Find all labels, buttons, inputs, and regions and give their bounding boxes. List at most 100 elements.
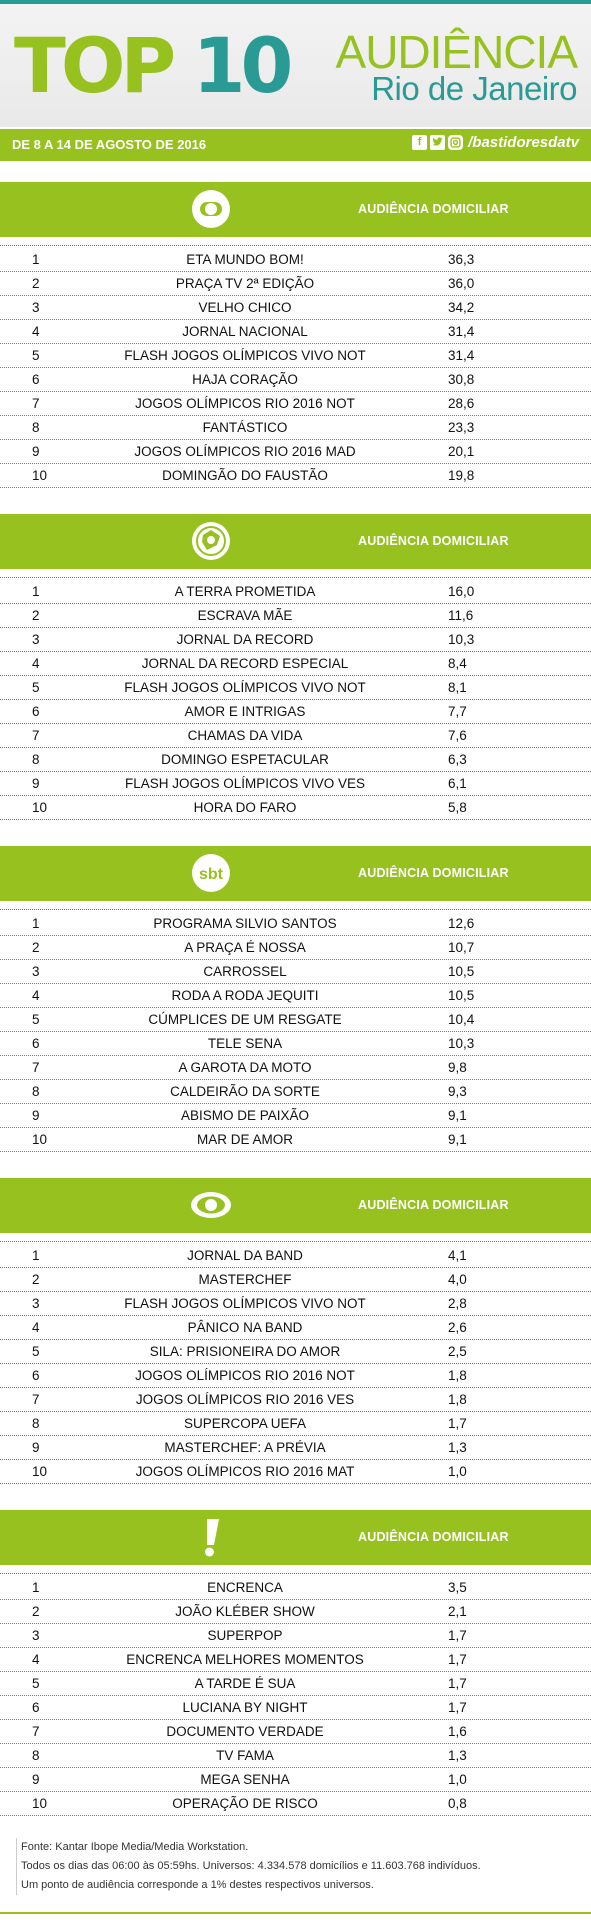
ten-word: 10	[192, 21, 294, 110]
program-name: DOCUMENTO VERDADE	[166, 1724, 324, 1739]
rating-value: 9,8	[448, 1060, 467, 1075]
table-row: 5 CÚMPLICES DE UM RESGATE 10,4	[0, 1007, 591, 1032]
globo-logo-icon	[192, 190, 230, 228]
rating-value: 10,3	[448, 632, 475, 647]
twitter-icon[interactable]	[430, 135, 446, 150]
section-header: sbt AUDIÊNCIA DOMICILIAR	[0, 846, 591, 901]
rating-value: 12,6	[448, 916, 475, 931]
rank: 9	[32, 1772, 40, 1787]
footer-bar	[0, 1912, 591, 1914]
rank: 3	[32, 632, 40, 647]
rating-value: 31,4	[448, 348, 475, 363]
rank: 10	[32, 1464, 48, 1479]
rank: 10	[32, 1132, 48, 1147]
table-row: 8 SUPERCOPA UEFA 1,7	[0, 1411, 591, 1436]
table-row: 1 ENCRENCA 3,5	[0, 1575, 591, 1600]
program-name: JORNAL NACIONAL	[182, 324, 308, 339]
rank: 10	[32, 800, 48, 815]
program-name: JORNAL DA RECORD ESPECIAL	[141, 656, 349, 671]
table-row: 2 ESCRAVA MÃE 11,6	[0, 603, 591, 628]
table-row: 4 PÂNICO NA BAND 2,6	[0, 1315, 591, 1340]
program-name: ETA MUNDO BOM!	[186, 252, 304, 267]
rank: 8	[32, 1748, 40, 1763]
program-name: JORNAL DA BAND	[187, 1248, 303, 1263]
header-background	[0, 4, 591, 127]
section-divider	[0, 1241, 591, 1242]
table-row: 1 JORNAL DA BAND 4,1	[0, 1243, 591, 1268]
rating-value: 36,3	[448, 252, 475, 267]
table-row: 7 CHAMAS DA VIDA 7,6	[0, 723, 591, 748]
audiencia-title: AUDIÊNCIA	[335, 26, 578, 78]
rank: 3	[32, 300, 40, 315]
rating-value: 1,3	[448, 1748, 467, 1763]
section-label: AUDIÊNCIA DOMICILIAR	[358, 866, 509, 880]
program-name: JOÃO KLÉBER SHOW	[175, 1604, 315, 1619]
rank: 10	[32, 468, 48, 483]
table-row: 8 DOMINGO ESPETACULAR 6,3	[0, 747, 591, 772]
rating-value: 1,8	[448, 1368, 467, 1383]
table-row: 2 JOÃO KLÉBER SHOW 2,1	[0, 1599, 591, 1624]
sbt-logo-icon: sbt	[192, 854, 230, 892]
program-name: MAR DE AMOR	[196, 1132, 293, 1147]
program-name: JOGOS OLÍMPICOS RIO 2016 VES	[135, 1392, 355, 1407]
table-row: 1 A TERRA PROMETIDA 16,0	[0, 579, 591, 604]
program-name: ENCRENCA	[207, 1580, 283, 1595]
rating-value: 34,2	[448, 300, 475, 315]
table-row: 6 AMOR E INTRIGAS 7,7	[0, 699, 591, 724]
rank: 4	[32, 1652, 40, 1667]
social-handle[interactable]: /bastidoresdatv	[468, 134, 579, 151]
table-row: 5 A TARDE É SUA 1,7	[0, 1671, 591, 1696]
table-row: 10 MAR DE AMOR 9,1	[0, 1127, 591, 1152]
program-name: JOGOS OLÍMPICOS RIO 2016 NOT	[135, 1368, 355, 1383]
program-name: ESCRAVA MÃE	[197, 608, 293, 623]
rank: 7	[32, 396, 40, 411]
facebook-icon[interactable]: f	[412, 135, 428, 150]
program-name: JOGOS OLÍMPICOS RIO 2016 MAT	[135, 1464, 355, 1479]
table-row: 6 TELE SENA 10,3	[0, 1031, 591, 1056]
table-row: 9 FLASH JOGOS OLÍMPICOS VIVO VES 6,1	[0, 771, 591, 796]
table-row: 3 SUPERPOP 1,7	[0, 1623, 591, 1648]
record-logo-icon	[192, 522, 230, 560]
rating-value: 10,5	[448, 988, 475, 1003]
table-row: 3 CARROSSEL 10,5	[0, 959, 591, 984]
rating-value: 9,1	[448, 1132, 467, 1147]
rating-value: 6,1	[448, 776, 467, 791]
rating-value: 1,7	[448, 1700, 467, 1715]
table-row: 4 ENCRENCA MELHORES MOMENTOS 1,7	[0, 1647, 591, 1672]
table-row: 8 FANTÁSTICO 23,3	[0, 415, 591, 440]
rating-value: 2,5	[448, 1344, 467, 1359]
rating-value: 1,6	[448, 1724, 467, 1739]
program-name: FLASH JOGOS OLÍMPICOS VIVO NOT	[124, 680, 366, 695]
program-name: AMOR E INTRIGAS	[184, 704, 306, 719]
section-header: AUDIÊNCIA DOMICILIAR	[0, 1178, 591, 1233]
rating-value: 9,1	[448, 1108, 467, 1123]
rating-value: 11,6	[448, 608, 474, 623]
table-row: 9 JOGOS OLÍMPICOS RIO 2016 MAD 20,1	[0, 439, 591, 464]
rating-value: 28,6	[448, 396, 475, 411]
rank: 7	[32, 728, 40, 743]
table-row: 8 CALDEIRÃO DA SORTE 9,3	[0, 1079, 591, 1104]
program-name: HAJA CORAÇÃO	[192, 372, 298, 387]
table-row: 3 FLASH JOGOS OLÍMPICOS VIVO NOT 2,8	[0, 1291, 591, 1316]
rank: 9	[32, 1108, 40, 1123]
section-label: AUDIÊNCIA DOMICILIAR	[358, 1198, 509, 1212]
table-row: 7 JOGOS OLÍMPICOS RIO 2016 VES 1,8	[0, 1387, 591, 1412]
program-name: JOGOS OLÍMPICOS RIO 2016 NOT	[135, 396, 355, 411]
program-name: FANTÁSTICO	[202, 420, 288, 435]
rank: 6	[32, 1700, 40, 1715]
section-header: AUDIÊNCIA DOMICILIAR	[0, 182, 591, 237]
instagram-icon[interactable]	[448, 135, 464, 150]
band-logo-icon	[191, 1192, 231, 1218]
table-row: 5 FLASH JOGOS OLÍMPICOS VIVO NOT 8,1	[0, 675, 591, 700]
table-row: 2 A PRAÇA É NOSSA 10,7	[0, 935, 591, 960]
program-name: DOMINGO ESPETACULAR	[161, 752, 329, 767]
program-name: ENCRENCA MELHORES MOMENTOS	[126, 1652, 364, 1667]
rating-value: 4,1	[448, 1248, 467, 1263]
rating-value: 3,5	[448, 1580, 467, 1595]
rank: 5	[32, 1012, 40, 1027]
section-label: AUDIÊNCIA DOMICILIAR	[358, 1530, 509, 1544]
table-row: 4 JORNAL DA RECORD ESPECIAL 8,4	[0, 651, 591, 676]
top10-title: TOP 10	[14, 28, 293, 104]
rank: 9	[32, 776, 40, 791]
program-name: OPERAÇÃO DE RISCO	[172, 1796, 318, 1811]
